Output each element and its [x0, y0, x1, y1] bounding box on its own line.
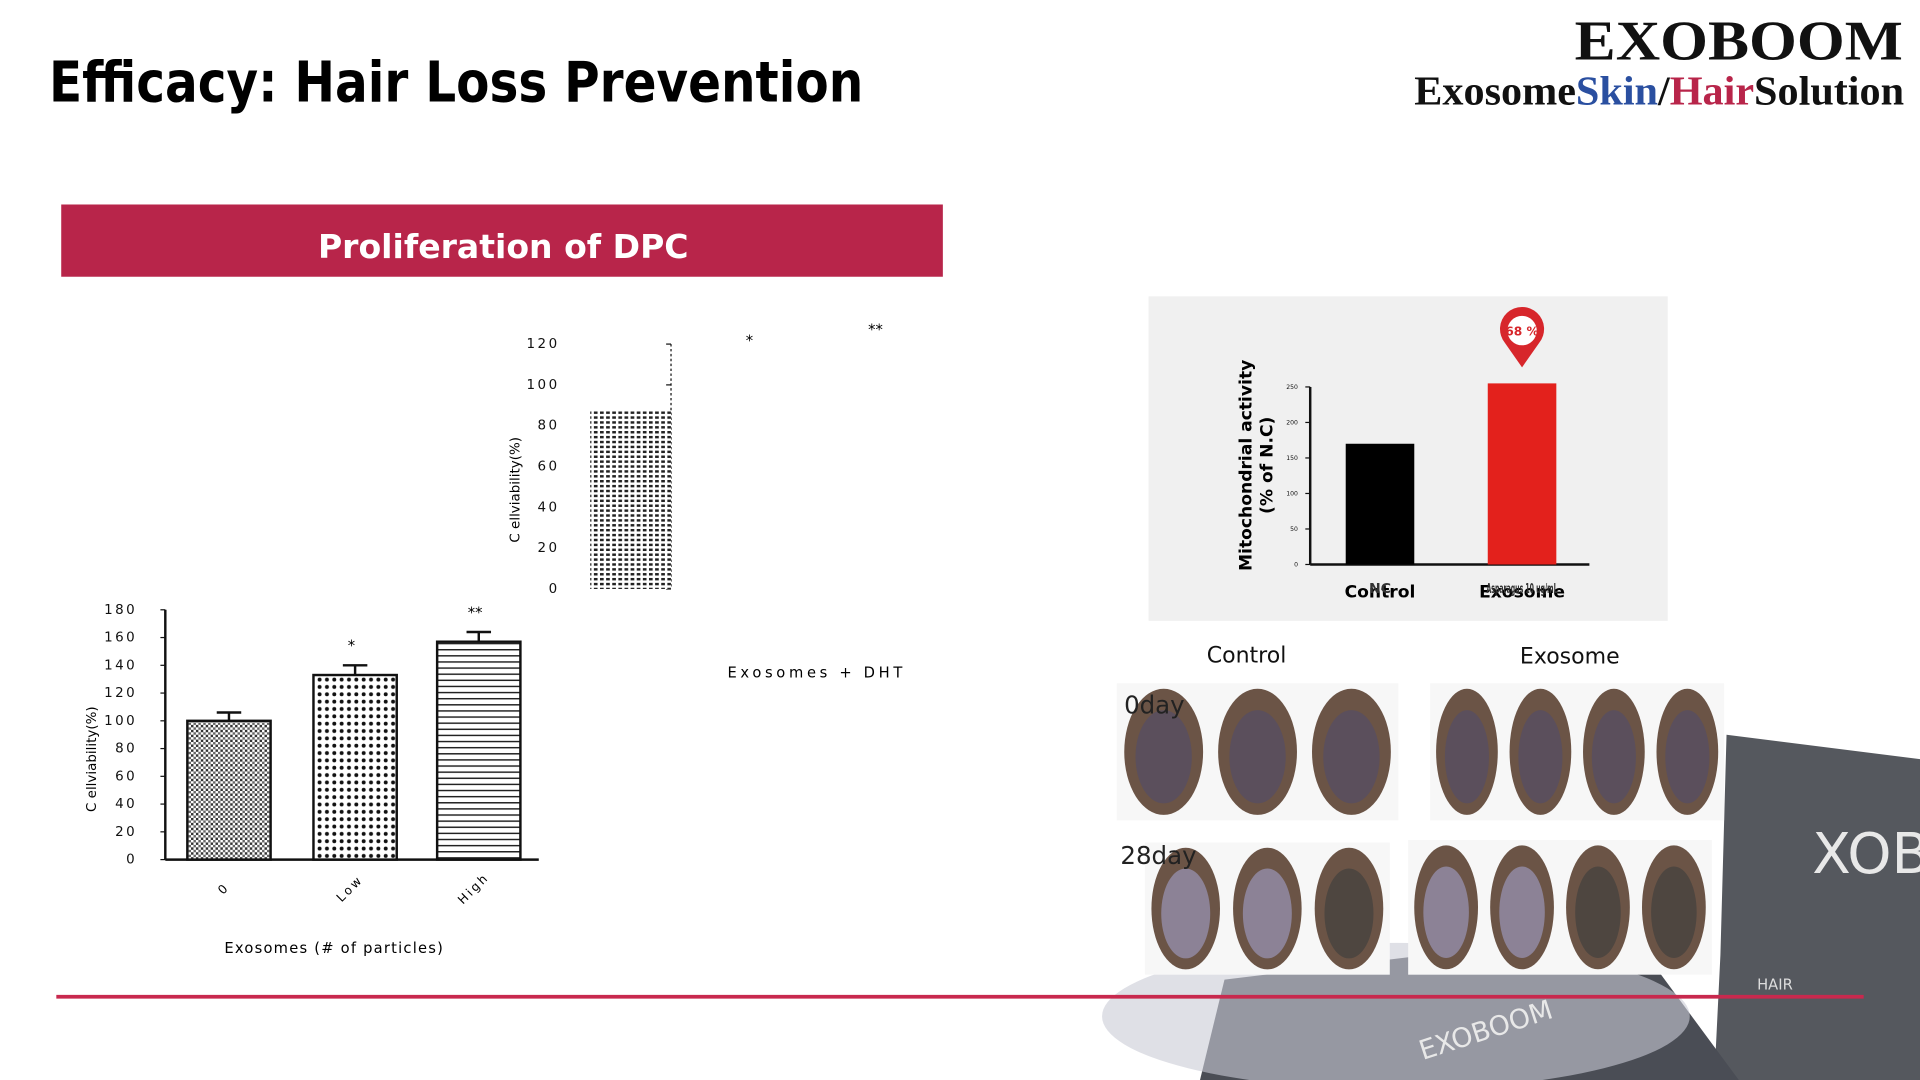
mouse-skin — [1575, 866, 1621, 959]
y-tick-label: 100 — [527, 378, 560, 393]
mouse-skin — [1591, 710, 1636, 804]
bar — [312, 673, 398, 861]
annotation: * — [746, 333, 753, 350]
mouse-skin — [1242, 868, 1292, 959]
error-bar — [342, 664, 368, 676]
error-bar — [466, 630, 492, 642]
y-tick-label: 100 — [104, 714, 137, 729]
y-axis-label: C ellviability(%) — [85, 706, 100, 812]
mouse-skin — [1518, 710, 1563, 804]
y-tick-label: 40 — [538, 500, 560, 515]
y-axis-label: Mitochondrial activity — [1237, 360, 1257, 571]
banner — [61, 204, 943, 277]
photo-column: Exosome — [1520, 645, 1620, 670]
y-axis-label: (% of N.C) — [1257, 417, 1277, 514]
svg-text:HAIR: HAIR — [1757, 977, 1793, 994]
pin-inner — [1507, 315, 1537, 346]
y-tick-label: 60 — [538, 460, 560, 475]
y-tick-label: 150 — [1286, 455, 1298, 462]
tagline-part: / — [1657, 68, 1670, 114]
y-tick-label: 120 — [527, 337, 560, 352]
photo-row: 28day — [1120, 841, 1196, 870]
annotation: ** — [468, 604, 483, 621]
bar — [435, 640, 522, 861]
x-axis-label: Exosomes (# of particles) — [224, 940, 444, 957]
y-tick-label: 0 — [126, 853, 137, 868]
y-tick-label: 100 — [1286, 490, 1298, 497]
mouse-skin — [1423, 866, 1469, 959]
error-bar — [216, 711, 242, 721]
annotation: ** — [868, 322, 883, 339]
annotation: 68 % — [1505, 324, 1539, 338]
y-axis-label: C ellviability(%) — [509, 437, 524, 543]
mouse-skin — [1499, 866, 1545, 959]
logo-tagline: ExosomeSkin/HairSolution — [1414, 68, 1904, 114]
logo-brand: EXOBOOM — [1575, 10, 1903, 72]
mouse-skin — [1444, 710, 1489, 804]
mouse-skin — [1229, 710, 1286, 804]
y-tick-label: 180 — [104, 603, 137, 618]
photo-row: 0day — [1124, 691, 1185, 720]
tagline-part: Hair — [1670, 68, 1754, 114]
y-tick-label: 80 — [538, 419, 560, 434]
y-tick-label: 80 — [115, 742, 137, 757]
x-sublabel: Asparagus 10 ug/mL — [1487, 582, 1558, 597]
y-tick-label: 140 — [104, 658, 137, 673]
y-tick-label: 250 — [1286, 384, 1298, 391]
svg-text:XOBOOM: XOBOOM — [1812, 822, 1920, 887]
x-tick-label: Control — [1345, 583, 1416, 603]
y-tick-label: 120 — [104, 686, 137, 701]
bar — [186, 719, 272, 861]
y-tick-label: 0 — [1294, 561, 1298, 568]
slide-title: Efficacy: Hair Loss Prevention — [49, 50, 863, 115]
x-axis-label: Exosomes + DHT — [727, 664, 906, 681]
tagline-part: Exosome — [1414, 68, 1576, 114]
mouse-skin — [1161, 868, 1211, 959]
y-tick-label: 60 — [115, 769, 137, 784]
y-tick-label: 0 — [549, 582, 560, 597]
y-tick-label: 50 — [1290, 526, 1298, 533]
x-tick-label: Exosome — [1479, 583, 1565, 603]
y-tick-label: 40 — [115, 797, 137, 812]
mouse-photos — [1116, 683, 1725, 975]
bar — [1487, 383, 1557, 565]
mouse-skin — [1324, 868, 1374, 959]
mouse-skin — [1323, 710, 1380, 804]
x-tick-label: 0 — [215, 880, 232, 897]
x-sublabel: NC — [1369, 582, 1391, 597]
x-tick-label: High — [455, 870, 492, 907]
y-tick-label: 20 — [538, 541, 560, 556]
x-tick-label: Low — [334, 873, 366, 905]
bar — [590, 411, 672, 589]
tagline-part: Solution — [1754, 68, 1904, 114]
mouse-skin — [1665, 710, 1710, 804]
tagline-part: Skin — [1576, 68, 1658, 114]
y-tick-label: 20 — [115, 825, 137, 840]
y-tick-label: 160 — [104, 631, 137, 646]
bar — [1345, 443, 1415, 565]
mouse-skin — [1651, 866, 1697, 959]
mouse-skin — [1135, 710, 1192, 804]
y-tick-label: 200 — [1286, 419, 1298, 426]
annotation: * — [348, 638, 355, 655]
banner-text: Proliferation of DPC — [318, 227, 689, 266]
photo-column: Control — [1207, 643, 1287, 668]
